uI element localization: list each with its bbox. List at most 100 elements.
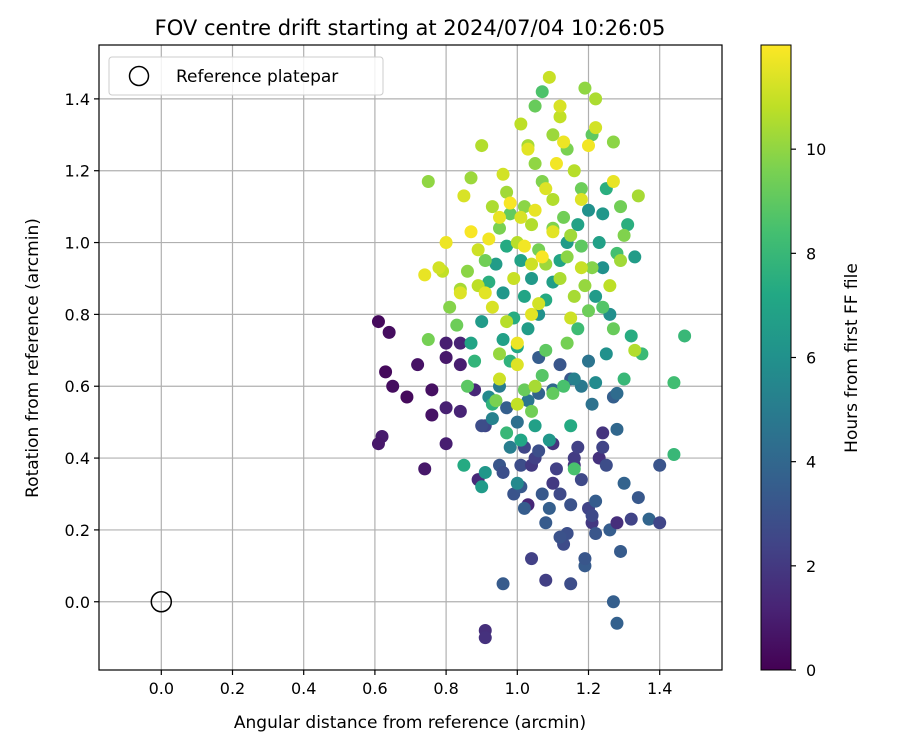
data-point	[578, 81, 592, 95]
data-point	[379, 365, 393, 379]
y-tick-label: 1.0	[65, 234, 90, 253]
data-point	[439, 236, 453, 250]
data-point	[460, 379, 474, 393]
data-point	[439, 401, 453, 415]
data-point	[567, 462, 581, 476]
data-point	[564, 311, 578, 325]
data-point	[553, 530, 567, 544]
data-point	[589, 289, 603, 303]
data-point	[628, 343, 642, 357]
data-point	[610, 616, 624, 630]
data-point	[582, 354, 595, 368]
data-point	[475, 480, 489, 494]
data-point	[478, 286, 492, 300]
data-point	[418, 462, 432, 476]
data-point	[617, 476, 631, 490]
data-point	[589, 376, 603, 390]
data-point	[500, 401, 514, 415]
colorbar-tick-label: 10	[806, 140, 826, 159]
data-point	[567, 372, 581, 386]
data-point	[582, 139, 595, 153]
data-point	[514, 210, 528, 224]
data-point	[503, 207, 517, 221]
colorbar	[761, 45, 791, 670]
data-point	[528, 419, 542, 433]
data-point	[432, 261, 446, 275]
data-point	[589, 527, 603, 541]
data-point	[421, 174, 435, 188]
reference-platepar-marker	[150, 591, 173, 613]
y-tick-label: 0.0	[65, 593, 90, 612]
data-point	[425, 408, 439, 422]
data-point	[496, 465, 510, 479]
reference-point	[150, 591, 173, 613]
data-point	[549, 462, 563, 476]
data-point	[493, 210, 506, 224]
data-point	[532, 297, 546, 311]
data-point	[582, 304, 595, 318]
data-point	[606, 595, 620, 609]
data-point	[542, 501, 556, 515]
data-point	[485, 200, 499, 214]
data-point	[631, 491, 645, 505]
data-point	[503, 196, 517, 210]
data-point	[564, 577, 578, 591]
data-point	[453, 358, 467, 372]
data-point	[535, 250, 549, 264]
data-point	[457, 458, 471, 472]
data-point	[678, 329, 692, 343]
data-point	[528, 203, 542, 217]
data-point	[582, 203, 595, 217]
grid-lines	[99, 45, 722, 670]
data-point	[557, 210, 571, 224]
data-point	[514, 117, 528, 131]
data-point	[517, 239, 531, 253]
data-point	[564, 228, 578, 242]
colorbar-label: Hours from first FF file	[842, 263, 862, 453]
x-tick-label: 0.8	[433, 679, 458, 698]
data-point	[496, 286, 510, 300]
data-point	[464, 336, 478, 350]
data-point	[489, 257, 503, 271]
x-tick-label: 1.2	[576, 679, 601, 698]
y-axis-ticks: 0.0 0.2 0.4 0.6 0.8 1.0 1.2 1.4	[65, 90, 99, 612]
data-point	[546, 225, 560, 239]
data-point	[557, 135, 571, 149]
data-point	[596, 261, 610, 275]
data-point	[443, 300, 457, 314]
data-point	[464, 225, 478, 239]
data-point	[535, 85, 549, 99]
x-tick-label: 0.2	[220, 679, 245, 698]
data-point	[596, 207, 610, 221]
data-point	[517, 501, 531, 515]
data-point	[507, 271, 521, 285]
colorbar-tick-label: 8	[806, 244, 816, 263]
data-point	[596, 300, 610, 314]
data-point	[525, 271, 539, 285]
data-point	[503, 440, 517, 454]
data-point	[528, 379, 542, 393]
plot-frame	[98, 44, 723, 671]
data-point	[589, 92, 603, 106]
data-point	[525, 404, 539, 418]
data-point	[614, 254, 628, 268]
data-point	[521, 322, 535, 336]
data-point	[631, 189, 645, 203]
data-point	[553, 99, 567, 113]
x-tick-label: 1.0	[505, 679, 530, 698]
colorbar-ticks: 0 2 4 6 8 10	[791, 140, 826, 680]
data-point	[510, 476, 524, 490]
colorbar-tick-label: 0	[806, 661, 816, 680]
colorbar-tick-label: 2	[806, 557, 816, 576]
data-point	[553, 358, 567, 372]
x-tick-label: 1.4	[647, 679, 672, 698]
y-tick-label: 0.2	[65, 521, 90, 540]
scatter-points	[371, 70, 692, 645]
data-point	[574, 192, 588, 206]
data-point	[539, 573, 553, 587]
data-point	[603, 279, 617, 293]
data-point	[574, 261, 588, 275]
data-point	[371, 437, 385, 451]
data-point	[478, 631, 492, 645]
